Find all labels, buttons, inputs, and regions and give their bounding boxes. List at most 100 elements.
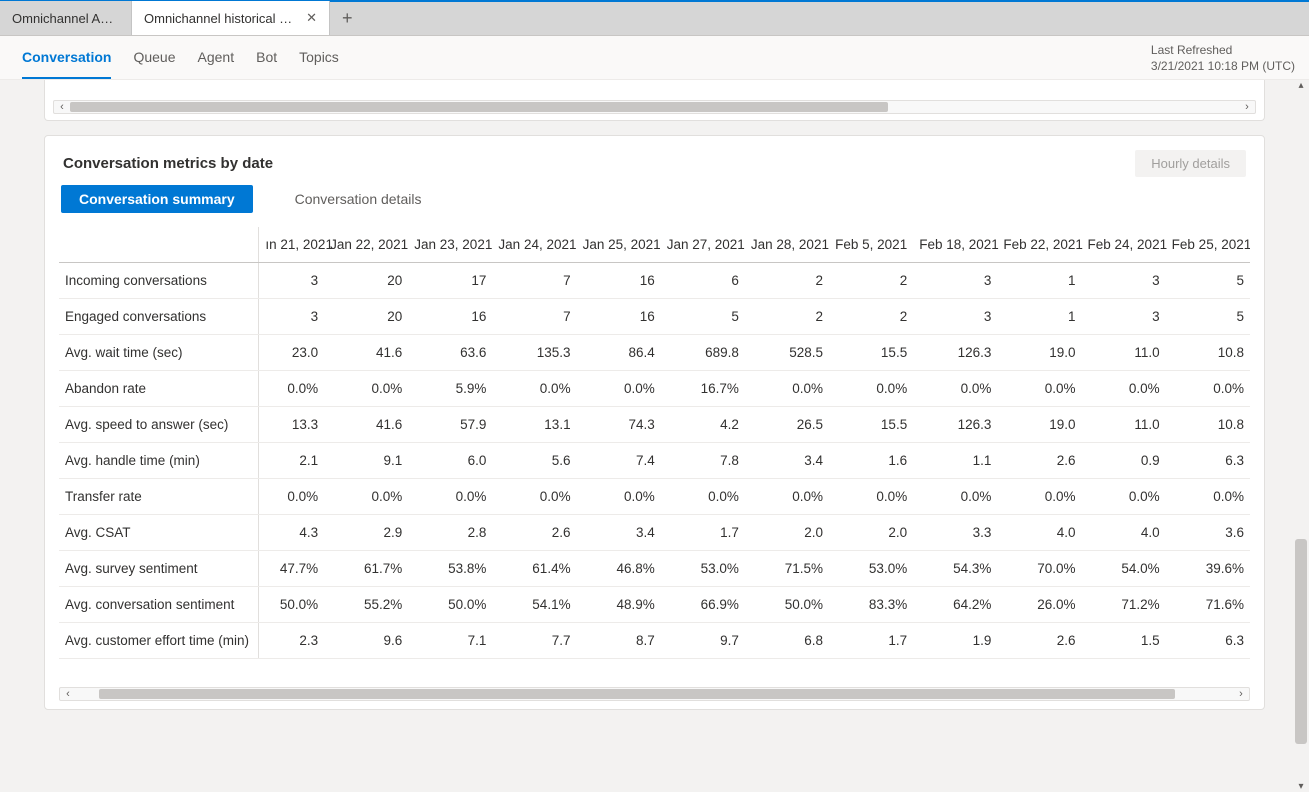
row-label: Transfer rate [59, 479, 259, 515]
table-date-header: Feb 25, 2021 [1166, 227, 1250, 263]
chevron-left-icon[interactable]: ‹ [54, 101, 70, 113]
last-refreshed-value: 3/21/2021 10:18 PM (UTC) [1151, 58, 1295, 74]
cell-value: 71.2% [1082, 587, 1166, 623]
row-label: Avg. customer effort time (min) [59, 623, 259, 659]
table-date-header: Jan 22, 2021 [324, 227, 408, 263]
vscroll-thumb[interactable] [1295, 539, 1307, 744]
cell-value: 2.0 [829, 515, 913, 551]
cell-value: 3.6 [1166, 515, 1250, 551]
table-date-header-truncated: ın 21, 2021 [259, 227, 324, 263]
cell-value: 13.3 [259, 407, 324, 443]
new-tab-button[interactable]: + [330, 1, 365, 35]
scroll-thumb[interactable] [99, 689, 1175, 699]
cell-value: 20 [324, 299, 408, 335]
cell-value: 8.7 [577, 623, 661, 659]
cell-value: 4.2 [661, 407, 745, 443]
row-label: Avg. speed to answer (sec) [59, 407, 259, 443]
browser-tab-inactive[interactable]: Omnichannel Age... [0, 1, 132, 35]
nav-tab-topics[interactable]: Topics [299, 36, 339, 79]
cell-value: 7.4 [577, 443, 661, 479]
cell-value: 11.0 [1082, 335, 1166, 371]
close-icon[interactable]: ✕ [306, 10, 317, 26]
table-rowlabel-header [59, 227, 259, 263]
chevron-right-icon[interactable]: › [1233, 688, 1249, 700]
cell-value: 0.0% [577, 479, 661, 515]
table-row: Incoming conversations320177166223135 [59, 263, 1250, 299]
cell-value: 6.8 [745, 623, 829, 659]
cell-value: 11.0 [1082, 407, 1166, 443]
table-date-header: Feb 5, 2021 [829, 227, 913, 263]
cell-value: 50.0% [745, 587, 829, 623]
cell-value: 126.3 [913, 407, 997, 443]
cell-value: 6.3 [1166, 443, 1250, 479]
chevron-up-icon[interactable]: ▴ [1293, 80, 1309, 91]
cell-value: 48.9% [577, 587, 661, 623]
cell-value: 1.1 [913, 443, 997, 479]
pill-conversation-details[interactable]: Conversation details [277, 185, 440, 213]
chevron-left-icon[interactable]: ‹ [60, 688, 76, 700]
metrics-table: ın 21, 2021Jan 22, 2021Jan 23, 2021Jan 2… [59, 227, 1250, 659]
scroll-track[interactable] [76, 689, 1233, 699]
chevron-right-icon[interactable]: › [1239, 101, 1255, 113]
cell-value: 86.4 [577, 335, 661, 371]
cell-value: 0.0% [324, 479, 408, 515]
cell-value: 689.8 [661, 335, 745, 371]
cell-value: 2.8 [408, 515, 492, 551]
chevron-down-icon[interactable]: ▾ [1293, 781, 1309, 792]
nav-tab-conversation[interactable]: Conversation [22, 36, 111, 79]
cell-value: 0.0% [913, 371, 997, 407]
nav-tab-bot[interactable]: Bot [256, 36, 277, 79]
browser-tab-active[interactable]: Omnichannel historical an... ✕ [132, 1, 330, 35]
lower-horizontal-scrollbar[interactable]: ‹ › [59, 687, 1250, 701]
vertical-scrollbar[interactable]: ▴ ▾ [1293, 80, 1309, 792]
scroll-track[interactable] [70, 102, 1239, 112]
cell-value: 1.7 [661, 515, 745, 551]
nav-tab-queue[interactable]: Queue [133, 36, 175, 79]
nav-tab-agent[interactable]: Agent [198, 36, 235, 79]
table-date-header: Feb 18, 2021 [913, 227, 997, 263]
cell-value: 0.0% [745, 371, 829, 407]
cell-value: 1 [997, 299, 1081, 335]
cell-value: 10.8 [1166, 407, 1250, 443]
cell-value: 3 [913, 263, 997, 299]
scroll-thumb[interactable] [70, 102, 888, 112]
cell-value: 0.0% [1082, 479, 1166, 515]
table-row: Avg. handle time (min)2.19.16.05.67.47.8… [59, 443, 1250, 479]
cell-value: 0.0% [913, 479, 997, 515]
table-row: Avg. customer effort time (min)2.39.67.1… [59, 623, 1250, 659]
hourly-details-button[interactable]: Hourly details [1135, 150, 1246, 177]
cell-value: 3 [259, 299, 324, 335]
browser-tab-inactive-label: Omnichannel Age... [12, 11, 119, 26]
table-row: Avg. conversation sentiment50.0%55.2%50.… [59, 587, 1250, 623]
cell-value: 71.5% [745, 551, 829, 587]
cell-value: 0.0% [577, 371, 661, 407]
row-label: Incoming conversations [59, 263, 259, 299]
cell-value: 1.5 [1082, 623, 1166, 659]
cell-value: 1 [997, 263, 1081, 299]
cell-value: 0.0% [997, 479, 1081, 515]
cell-value: 19.0 [997, 335, 1081, 371]
cell-value: 7.7 [492, 623, 576, 659]
cell-value: 3 [913, 299, 997, 335]
cell-value: 2.6 [997, 443, 1081, 479]
cell-value: 63.6 [408, 335, 492, 371]
cell-value: 0.0% [661, 479, 745, 515]
cell-value: 3 [1082, 299, 1166, 335]
cell-value: 2.3 [259, 623, 324, 659]
cell-value: 9.6 [324, 623, 408, 659]
table-date-header: Jan 24, 2021 [492, 227, 576, 263]
cell-value: 23.0 [259, 335, 324, 371]
row-label: Abandon rate [59, 371, 259, 407]
cell-value: 15.5 [829, 407, 913, 443]
pill-conversation-summary[interactable]: Conversation summary [61, 185, 253, 213]
cell-value: 1.6 [829, 443, 913, 479]
cell-value: 2 [745, 299, 829, 335]
cell-value: 70.0% [997, 551, 1081, 587]
cell-value: 2.6 [492, 515, 576, 551]
cell-value: 2 [829, 299, 913, 335]
cell-value: 46.8% [577, 551, 661, 587]
vscroll-track[interactable] [1295, 94, 1307, 778]
cell-value: 10.8 [1166, 335, 1250, 371]
upper-horizontal-scrollbar[interactable]: ‹ › [53, 100, 1256, 114]
cell-value: 0.0% [997, 371, 1081, 407]
